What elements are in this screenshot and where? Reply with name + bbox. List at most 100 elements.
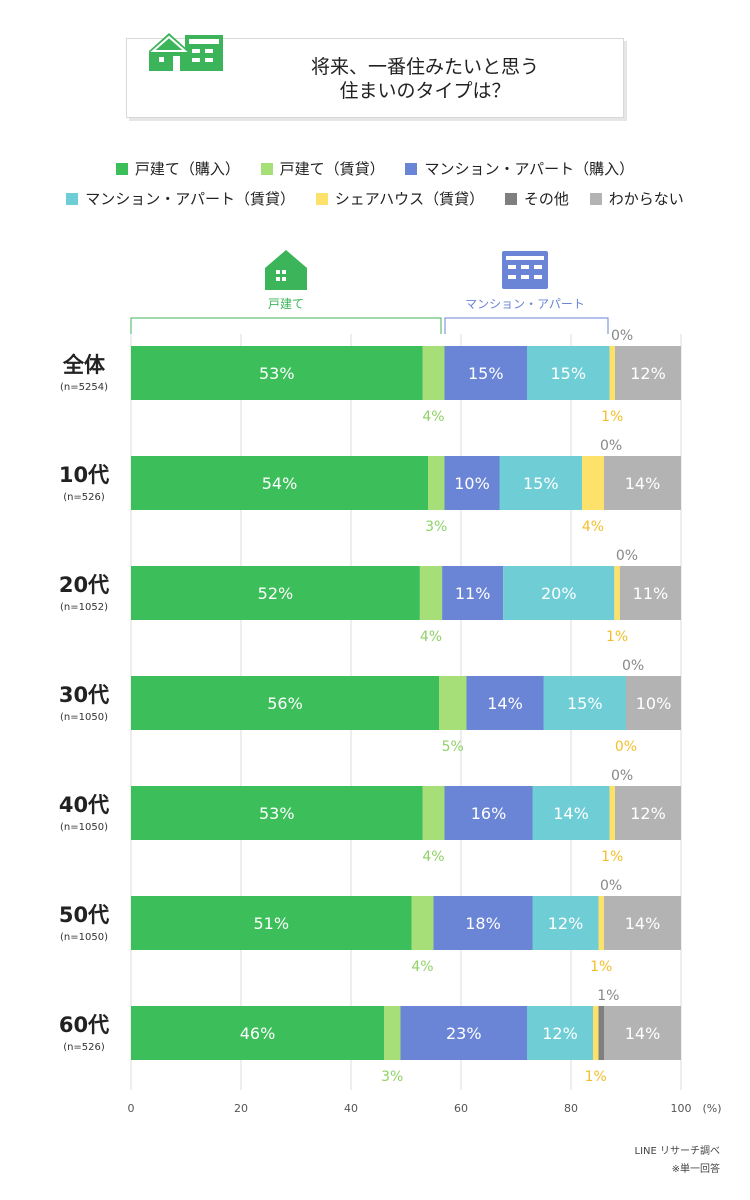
bar-segment (614, 566, 620, 620)
bar-segment (422, 346, 445, 400)
apartment-icon (502, 251, 548, 289)
bar-segment (442, 566, 504, 620)
data-label: 16% (471, 804, 507, 823)
x-axis-unit: (%) (702, 1102, 721, 1115)
bar-segment (444, 346, 527, 400)
data-label: 53% (259, 364, 295, 383)
bar-segment (604, 1006, 681, 1060)
legend-swatch (260, 163, 273, 175)
data-label: 4% (422, 849, 444, 865)
labels: 全体 (n=5254) 53% 15% 15% 12% 4% 1% 0% 10代 (n=526) 54… (59, 328, 671, 1085)
bar-segment (582, 456, 604, 510)
legend-swatch (315, 193, 328, 205)
bar-segment (543, 676, 626, 730)
data-label: 15% (567, 694, 603, 713)
chart-title-box: 将来、一番住みたいと思う 住まいのタイプは？ (126, 33, 624, 118)
x-tick-label: 20 (234, 1102, 248, 1115)
sample-size-label: (n=526) (63, 1042, 105, 1053)
bar-segment (466, 676, 544, 730)
bar-segment (131, 346, 423, 400)
data-label: 3% (381, 1069, 403, 1085)
sample-size-label: (n=1052) (60, 602, 108, 613)
bar-segment (604, 896, 681, 950)
data-label: 10% (636, 694, 672, 713)
bar-segment (439, 676, 467, 730)
bar-segment (532, 786, 610, 840)
bar-segment (384, 1006, 401, 1060)
legend-label: マンション・アパート（購入） (424, 160, 635, 178)
legend-swatch (115, 163, 128, 175)
bar-segment (615, 786, 681, 840)
data-label: 52% (258, 584, 294, 603)
x-tick-label: 60 (454, 1102, 468, 1115)
bar-segment (131, 1006, 384, 1060)
bar-segment (419, 566, 443, 620)
house-group-bracket (130, 317, 442, 334)
chart-title-line2: 住まいのタイプは？ (339, 80, 511, 102)
data-label: 15% (468, 364, 504, 383)
legend-item-unknown: わからない (589, 188, 684, 209)
bar-segment (444, 456, 500, 510)
data-label: 14% (553, 804, 589, 823)
data-label: 1% (585, 1069, 607, 1085)
legend-label: 戸建て（購入） (134, 160, 240, 178)
data-label: 18% (465, 914, 501, 933)
legend-item-house-buy: 戸建て（購入） (115, 158, 240, 179)
data-label: 14% (625, 914, 661, 933)
bar-segment (503, 566, 615, 620)
category-label: 全体 (62, 353, 106, 377)
bars (131, 346, 681, 1060)
bar-segment (444, 786, 533, 840)
legend-label: 戸建て（賃貸） (279, 160, 385, 178)
data-label: 0% (611, 768, 633, 784)
sample-size-label: (n=1050) (60, 932, 108, 943)
legend-swatch (504, 193, 517, 205)
bar-segment (598, 1006, 604, 1060)
x-tick-label: 80 (564, 1102, 578, 1115)
data-label: 12% (542, 1024, 578, 1043)
legend-swatch (589, 193, 602, 205)
x-tick-label: 40 (344, 1102, 358, 1115)
apartment-group-label: マンション・アパート (465, 297, 585, 311)
bar-segment (131, 456, 428, 510)
data-label: 0% (600, 878, 622, 894)
data-label: 1% (601, 409, 623, 425)
category-label: 20代 (59, 573, 109, 597)
category-label: 40代 (59, 793, 109, 817)
legend-swatch (405, 163, 418, 175)
sample-size-label: (n=5254) (60, 382, 108, 393)
x-tick-label: 100 (671, 1102, 692, 1115)
category-label: 30代 (59, 683, 109, 707)
data-label: 1% (590, 959, 612, 975)
bar-segment (619, 566, 681, 620)
bar-segment (593, 1006, 599, 1060)
x-axis: 0 20 40 60 80 100 (%) (128, 1102, 722, 1115)
bar-segment (615, 346, 681, 400)
data-label: 12% (630, 364, 666, 383)
data-label: 10% (454, 474, 490, 493)
bar-segment (131, 896, 412, 950)
bar-segment (609, 786, 615, 840)
data-label: 53% (259, 804, 295, 823)
data-label: 23% (446, 1024, 482, 1043)
bar-segment (609, 346, 615, 400)
bar-segment (131, 676, 439, 730)
data-label: 1% (601, 849, 623, 865)
sample-size-label: (n=1050) (60, 712, 108, 723)
bar-segment (433, 896, 533, 950)
bar-segment (499, 456, 582, 510)
bar-segment (532, 896, 599, 950)
legend-label: マンション・アパート（賃貸） (85, 190, 295, 208)
bar-segment (411, 896, 434, 950)
legend-item-apt-rent: マンション・アパート（賃貸） (66, 188, 295, 209)
bar-segment (422, 786, 445, 840)
x-tick-label: 0 (128, 1102, 135, 1115)
source-note: LINE リサーチ調べ (634, 1146, 721, 1157)
data-label: 56% (267, 694, 303, 713)
data-label: 4% (582, 519, 604, 535)
legend-item-house-rent: 戸建て（賃貸） (260, 158, 385, 179)
data-label: 1% (597, 988, 619, 1004)
legend-label: その他 (523, 190, 569, 208)
data-label: 4% (422, 409, 444, 425)
data-label: 12% (548, 914, 584, 933)
